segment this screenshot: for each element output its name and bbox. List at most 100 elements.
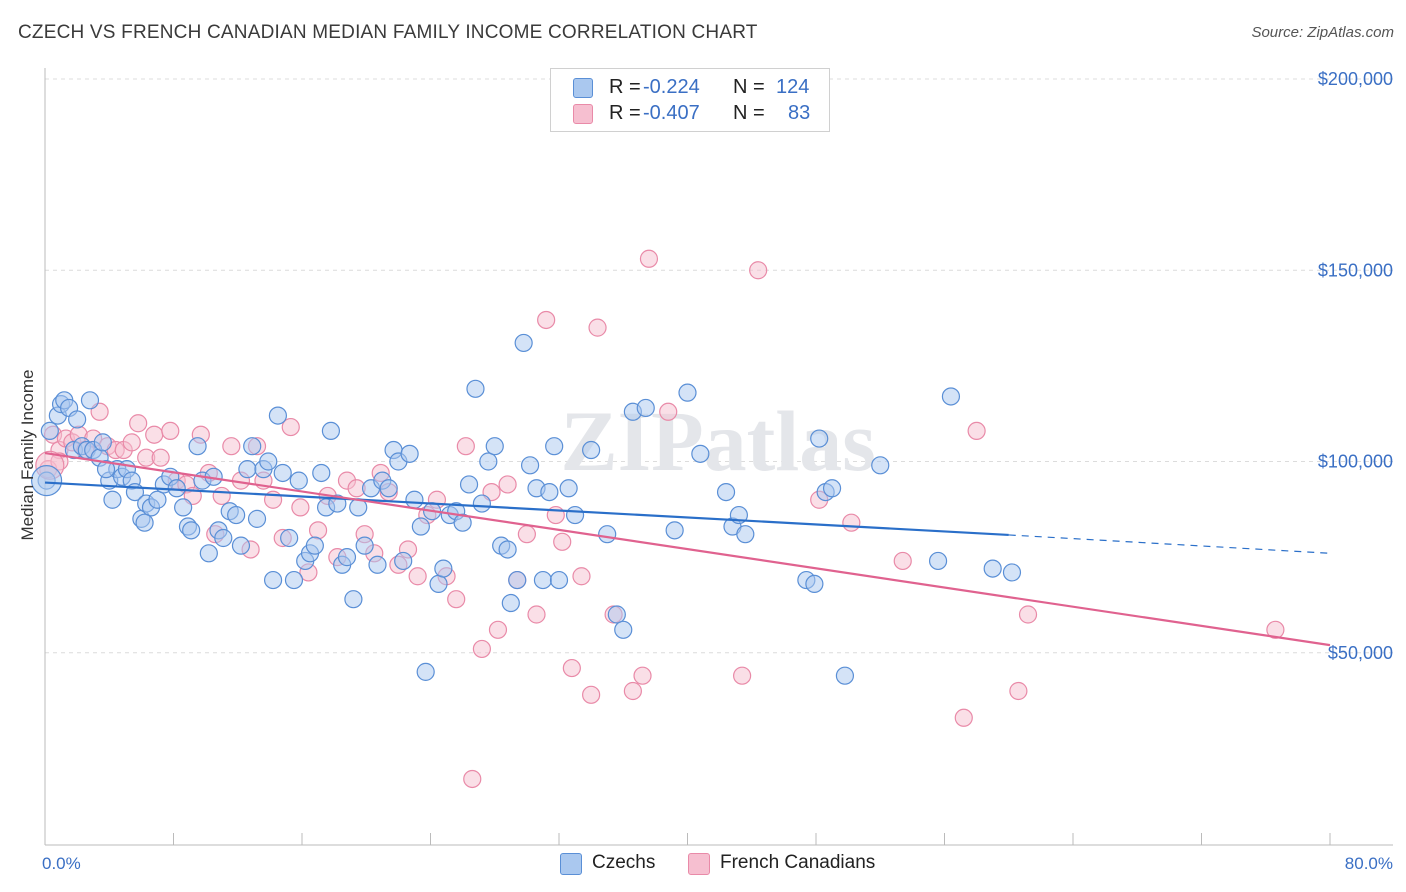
- r-label: R =: [609, 102, 641, 124]
- french-canadian-point: [588, 318, 607, 337]
- chart-title: CZECH VS FRENCH CANADIAN MEDIAN FAMILY I…: [18, 22, 758, 43]
- czech-point: [508, 570, 527, 590]
- czech-point: [501, 593, 520, 613]
- french-canadian-point: [893, 551, 912, 571]
- french-canadian-point: [659, 402, 678, 421]
- french-canadian-point: [472, 639, 491, 659]
- czech-point: [379, 479, 398, 498]
- series-french-canadians: [35, 249, 1285, 789]
- n-value: 83: [788, 102, 811, 124]
- czech-point: [598, 525, 617, 544]
- czech-point: [321, 421, 341, 440]
- czech-point: [188, 437, 207, 456]
- french-canadian-point: [281, 417, 300, 437]
- czech-point: [514, 333, 533, 353]
- y-tick-label: $100,000: [1318, 452, 1393, 472]
- n-label: N =: [733, 102, 765, 124]
- czech-point: [459, 475, 479, 494]
- french-canadian-point: [222, 437, 241, 456]
- czech-point: [498, 540, 517, 559]
- french-canadian-point: [122, 433, 141, 452]
- czech-point: [472, 494, 491, 513]
- czech-point: [214, 528, 233, 548]
- french-canadian-point: [639, 249, 659, 268]
- czech-point: [549, 570, 569, 590]
- czech-point: [93, 433, 112, 452]
- french-canadian-point: [562, 658, 581, 678]
- czech-point: [199, 544, 218, 563]
- french-canadian-point: [537, 310, 556, 330]
- czech-point: [259, 452, 278, 471]
- czech-point: [805, 574, 824, 594]
- czech-point: [559, 479, 578, 498]
- french-canadian-point: [456, 437, 475, 456]
- czech-point: [810, 429, 829, 448]
- french-canadians-legend-swatch: [688, 853, 710, 875]
- czech-point: [312, 463, 331, 483]
- french-canadian-point: [308, 521, 328, 540]
- czech-point: [453, 513, 472, 532]
- french-canadian-point: [1018, 605, 1038, 624]
- y-tick-label: $200,000: [1318, 69, 1393, 89]
- czech-point: [479, 452, 498, 471]
- french-canadian-point: [733, 666, 752, 685]
- czech-point: [678, 383, 697, 402]
- gridlines: [45, 78, 1393, 654]
- czech-point: [289, 471, 308, 490]
- french-canadian-point: [623, 681, 642, 701]
- czech-point: [736, 525, 755, 544]
- french-canadian-point: [212, 486, 231, 506]
- czech-point: [416, 662, 435, 681]
- french-canadians-legend-label: French Canadians: [720, 852, 876, 873]
- source-credit: Source: ZipAtlas.com: [1251, 24, 1394, 41]
- czechs-swatch: [573, 78, 593, 98]
- czech-trend-line: [44, 481, 1009, 537]
- french-canadian-point: [633, 666, 652, 685]
- french-canadian-point: [488, 620, 508, 639]
- czech-point: [40, 421, 59, 440]
- czech-point: [238, 460, 257, 479]
- czech-point: [928, 551, 948, 571]
- correlation-legend: R = -0.224 N = 124 R = -0.407 N = 83: [550, 68, 830, 132]
- french-canadian-point: [498, 475, 517, 494]
- french-canadian-point: [582, 685, 601, 704]
- french-canadian-point: [1009, 681, 1028, 701]
- czech-point: [582, 440, 601, 460]
- czech-point: [400, 444, 419, 463]
- series-czechs: [31, 333, 1022, 685]
- y-tick-labels: $50,000 $100,000 $150,000 $200,000: [1318, 69, 1393, 663]
- french-canadian-point: [954, 708, 973, 727]
- french-canadian-point: [1266, 620, 1285, 639]
- french-canadian-point: [517, 525, 536, 544]
- y-axis-label: Median Family Income: [18, 369, 37, 540]
- czech-point: [182, 521, 201, 540]
- czech-point: [96, 460, 116, 479]
- czech-point: [355, 536, 374, 555]
- czech-point: [227, 505, 246, 525]
- czech-point: [485, 437, 504, 456]
- y-tick-label: $150,000: [1318, 260, 1393, 280]
- czech-point: [135, 513, 154, 532]
- czech-point: [520, 456, 540, 475]
- french-canadian-point: [145, 425, 164, 444]
- french-canadian-point: [408, 567, 427, 586]
- czech-point: [394, 551, 413, 571]
- czech-point: [614, 620, 633, 639]
- czech-point: [80, 391, 100, 410]
- czech-point: [405, 490, 424, 509]
- french-canadian-point: [447, 590, 466, 609]
- french-canadian-point: [151, 448, 170, 467]
- czech-point: [368, 555, 387, 574]
- czech-point: [835, 666, 855, 685]
- french-canadian-point: [463, 769, 482, 789]
- czech-point: [305, 536, 324, 555]
- czech-point: [68, 410, 87, 429]
- french-canadian-point: [967, 421, 986, 440]
- watermark-text: ZIPatlas: [560, 393, 875, 489]
- czech-point: [337, 548, 357, 567]
- french-canadian-point: [527, 605, 546, 624]
- czech-point: [31, 465, 63, 497]
- czechs-legend-label: Czechs: [592, 852, 656, 873]
- czech-point: [148, 490, 167, 509]
